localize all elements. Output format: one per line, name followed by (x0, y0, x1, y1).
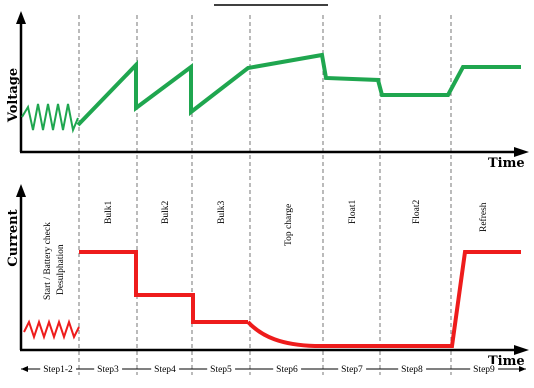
step-bar: Step1-2 Step3 Step4 Step5 Step6 Step7 St… (21, 364, 526, 376)
step-label-1: Step1-2 (43, 365, 73, 375)
current-x-arrow (514, 345, 529, 355)
current-line-bulk (79, 250, 248, 324)
step-label-5: Step6 (276, 365, 298, 375)
phase-label-bulk1: Bulk1 (104, 201, 114, 224)
phase-label-top-charge: Top charge (284, 204, 294, 246)
step-label-4: Step5 (210, 365, 232, 375)
phase-label-start: Start / Battery check (43, 222, 53, 300)
voltage-x-arrow (514, 147, 529, 157)
phase-label-bulk2: Bulk2 (161, 201, 171, 224)
step-label-8: Step9 (473, 365, 495, 375)
voltage-time-label: Time (488, 156, 525, 171)
step-label-6: Step7 (341, 365, 363, 375)
step-label-bg (273, 364, 302, 376)
step-label-bg (207, 364, 236, 376)
phase-label-float1: Float1 (348, 199, 358, 224)
phase-label-float2: Float2 (412, 199, 422, 224)
step-label-2: Step3 (97, 365, 119, 375)
phase-label-refresh: Refresh (478, 202, 489, 232)
step-label-bg (94, 364, 123, 376)
step-label-bg (470, 364, 499, 376)
current-axis-label: Current (6, 209, 21, 266)
current-axes: Current Time (6, 184, 529, 369)
voltage-axis-label: Voltage (6, 68, 21, 123)
voltage-curve (21, 52, 521, 134)
phase-label-bulk3: Bulk3 (217, 201, 227, 224)
current-line-top-float-refresh (246, 250, 521, 348)
step-label-bg (398, 364, 427, 376)
step-label-bg (151, 364, 180, 376)
step-label-bg (338, 364, 367, 376)
voltage-desulphation-zigzag (21, 103, 79, 134)
phase-labels: Start / Battery check Desulphation Bulk1… (43, 199, 489, 300)
current-desulphation-zigzag (23, 318, 80, 341)
current-y-arrow (16, 184, 26, 197)
voltage-line (76, 52, 521, 127)
step-arrow-left (21, 366, 28, 372)
phase-label-desulphation: Desulphation (56, 244, 66, 295)
voltage-y-arrow (16, 11, 26, 24)
step-label-bg (40, 364, 77, 376)
step-arrow-right (519, 366, 526, 372)
step-label-3: Step4 (154, 365, 176, 375)
current-curve (23, 250, 521, 348)
step-label-7: Step8 (401, 365, 423, 375)
voltage-axes: Voltage Time (6, 11, 529, 171)
